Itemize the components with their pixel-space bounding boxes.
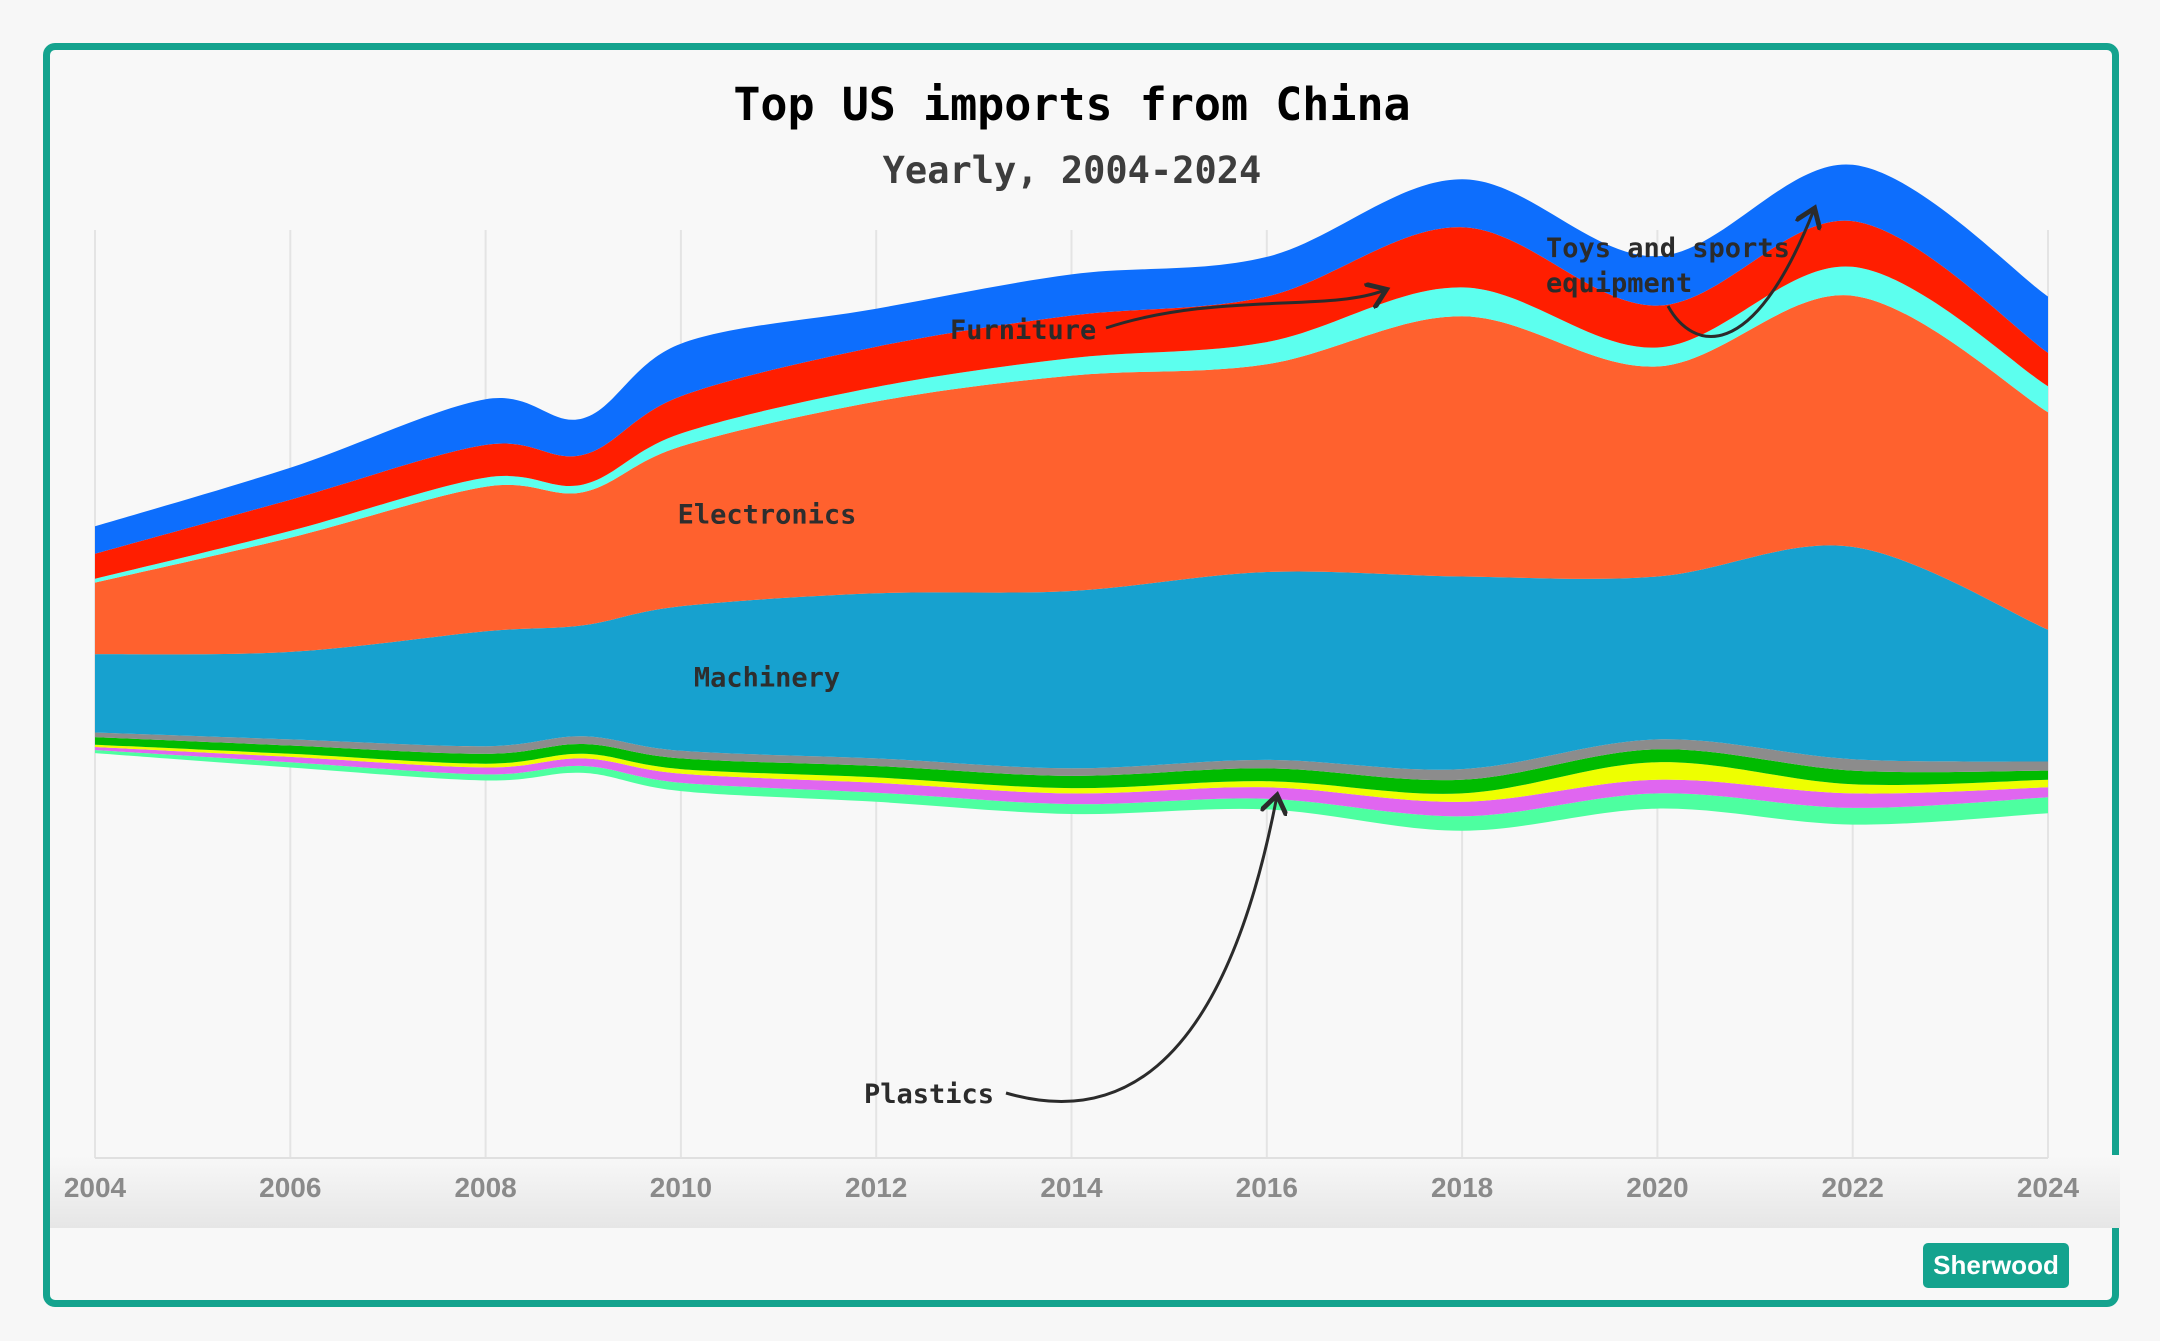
toys-and-sports-equipment-layer	[95, 164, 2048, 554]
x-tick-label: 2006	[259, 1172, 321, 1203]
label-machinery: Machinery	[694, 662, 840, 693]
sherwood-logo: Sherwood	[1923, 1243, 2069, 1288]
category-5-layer	[95, 732, 2048, 781]
annotation-label: Furniture	[950, 315, 1096, 346]
x-tick-label: 2008	[454, 1172, 516, 1203]
axis-band	[50, 1155, 2120, 1228]
label-electronics: Electronics	[678, 500, 857, 531]
stream-layers	[95, 164, 2048, 831]
x-tick-label: 2004	[64, 1172, 127, 1203]
plastics-layer	[95, 750, 2048, 831]
annotation-arrow	[1105, 290, 1384, 330]
x-tick-label: 2024	[2017, 1172, 2080, 1203]
annotation-label: Plastics	[864, 1079, 994, 1110]
annotation-arrow	[1005, 798, 1277, 1104]
annotation-label: Toys and sports	[1546, 233, 1790, 264]
category-2-layer	[95, 747, 2048, 817]
labels: Electronics Machinery Furniture Toys and sp…	[678, 211, 1814, 1110]
x-tick-label: 2022	[1822, 1172, 1884, 1203]
x-tick-label: 2010	[650, 1172, 712, 1203]
x-tick-label: 2018	[1431, 1172, 1493, 1203]
category-3-layer	[95, 744, 2048, 802]
x-axis: 2004 2006 2008 2010 2012 2014 2016 2018 2020 2022…	[64, 1157, 2080, 1203]
x-tick-label: 2012	[845, 1172, 907, 1203]
x-tick-label: 2016	[1236, 1172, 1298, 1203]
x-tick-label: 2020	[1626, 1172, 1688, 1203]
annotation-arrow	[1666, 211, 1814, 338]
chart-subtitle: Yearly, 2004-2024	[883, 149, 1262, 192]
x-tick-label: 2014	[1040, 1172, 1103, 1203]
category-4-layer	[95, 737, 2048, 794]
annotation-label: equipment	[1546, 268, 1692, 299]
electronics-layer	[95, 295, 2048, 655]
furniture-layer	[95, 220, 2048, 579]
chart-title: Top US imports from China	[733, 78, 1410, 131]
machinery-layer	[95, 545, 2048, 770]
